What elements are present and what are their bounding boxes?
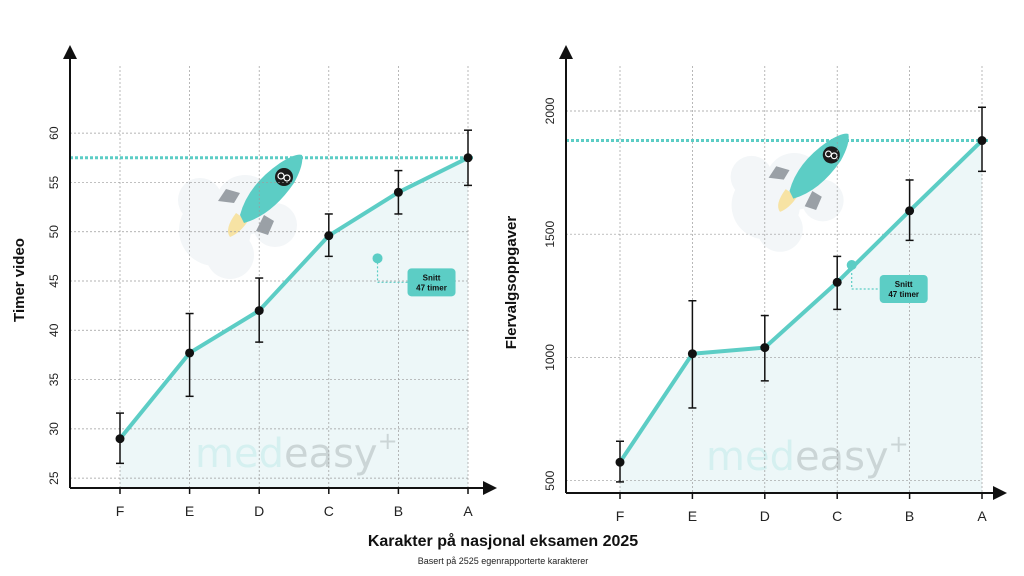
x-tick-label: C (832, 508, 842, 524)
average-connector (376, 258, 408, 283)
series-line (618, 138, 984, 465)
average-label-line2: 47 timer (416, 283, 447, 292)
cloud-shape (757, 206, 803, 252)
x-tick-label: F (116, 503, 125, 519)
data-point[interactable] (463, 153, 473, 163)
average-label-line1: Snitt (423, 273, 441, 282)
y-axis-title: Timer video (11, 238, 28, 322)
x-tick-label: F (616, 508, 625, 524)
y-tick-label: 40 (47, 323, 61, 337)
y-tick-label: 55 (47, 175, 61, 189)
y-axis-title: Flervalgsoppgaver (503, 216, 520, 350)
x-axis-title: Karakter på nasjonal eksamen 2025 (368, 532, 638, 550)
rocket-eye-icon (825, 150, 832, 158)
cloud-shape (730, 155, 773, 198)
cloud-shape (178, 178, 222, 222)
rocket-eye-icon (277, 172, 285, 180)
series-line (118, 155, 470, 441)
rocket-fin-icon (768, 166, 790, 180)
average-label-line1: Snitt (895, 280, 913, 289)
x-tick-label: E (688, 508, 697, 524)
rocket-illustration (730, 133, 849, 252)
x-tick-label: B (905, 508, 914, 524)
cloud-shape (253, 203, 297, 247)
x-tick-label: A (463, 503, 473, 519)
y-tick-label: 1500 (543, 221, 557, 248)
y-tick-label: 50 (47, 225, 61, 239)
x-tick-label: B (394, 503, 403, 519)
rocket-illustration (178, 154, 303, 279)
data-point[interactable] (393, 187, 403, 197)
cloud-shape (801, 179, 844, 222)
x-tick-label: A (977, 508, 987, 524)
data-point[interactable] (905, 206, 915, 216)
rocket-fin-icon (256, 215, 274, 235)
data-point[interactable] (185, 348, 195, 358)
data-point[interactable] (254, 306, 264, 316)
x-tick-label: D (254, 503, 264, 519)
rocket-fin-icon (804, 191, 822, 210)
y-tick-label: 30 (47, 422, 61, 436)
data-point[interactable] (977, 136, 987, 146)
y-tick-label: 500 (543, 470, 557, 490)
data-point[interactable] (324, 231, 334, 241)
y-tick-label: 25 (47, 471, 61, 485)
x-tick-label: C (324, 503, 334, 519)
y-tick-label: 45 (47, 274, 61, 288)
average-callout (879, 275, 928, 304)
chart-subtitle: Basert på 2525 egenrapporterte karaktere… (418, 556, 589, 566)
rocket-eye-icon (283, 174, 291, 182)
data-point[interactable] (115, 434, 125, 444)
area-fill (120, 157, 468, 489)
x-tick-label: D (760, 508, 770, 524)
data-point[interactable] (760, 343, 770, 353)
average-callout (407, 268, 456, 297)
y-tick-label: 2000 (543, 97, 557, 124)
y-tick-label: 35 (47, 373, 61, 387)
x-tick-label: E (185, 503, 194, 519)
average-connector (851, 265, 880, 290)
data-point[interactable] (832, 277, 842, 287)
data-point[interactable] (687, 349, 697, 359)
y-tick-label: 1000 (543, 344, 557, 371)
cloud-shape (206, 231, 254, 279)
average-label-line2: 47 timer (888, 290, 919, 299)
y-tick-label: 60 (47, 126, 61, 140)
data-point[interactable] (615, 457, 625, 467)
rocket-fin-icon (218, 189, 240, 203)
